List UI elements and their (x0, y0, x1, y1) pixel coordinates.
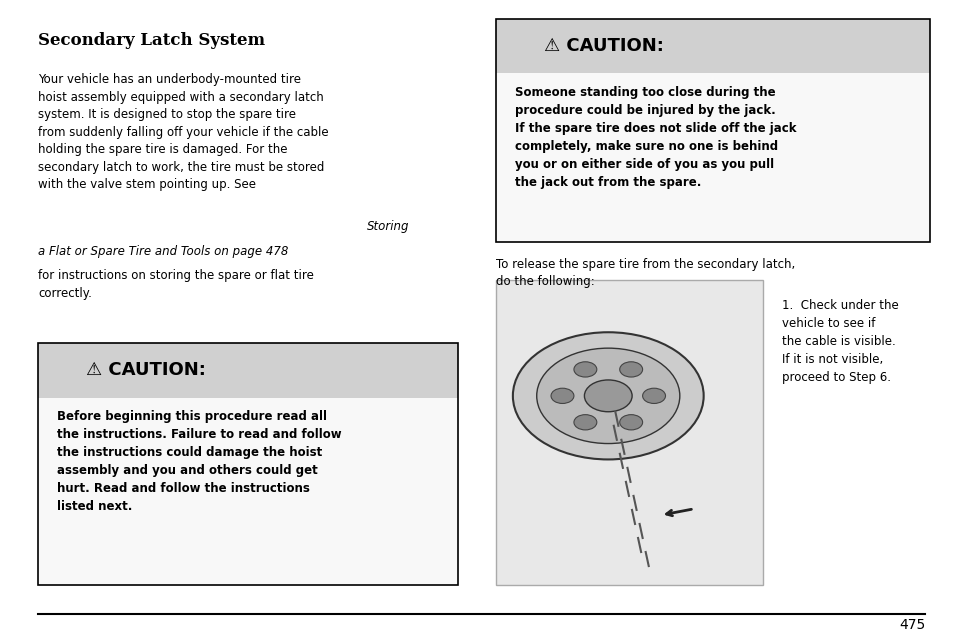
FancyBboxPatch shape (496, 73, 929, 242)
Circle shape (574, 415, 597, 430)
Text: Secondary Latch System: Secondary Latch System (38, 32, 265, 49)
Circle shape (584, 380, 632, 411)
Circle shape (537, 348, 679, 443)
FancyBboxPatch shape (38, 398, 457, 585)
Circle shape (642, 388, 665, 403)
Text: 1.  Check under the
vehicle to see if
the cable is visible.
If it is not visible: 1. Check under the vehicle to see if the… (781, 299, 898, 384)
Text: 475: 475 (898, 618, 924, 632)
Text: Storing: Storing (367, 220, 410, 233)
Text: for instructions on storing the spare or flat tire
correctly.: for instructions on storing the spare or… (38, 269, 314, 300)
FancyBboxPatch shape (496, 280, 762, 585)
Circle shape (619, 362, 642, 377)
Text: To release the spare tire from the secondary latch,
do the following:: To release the spare tire from the secon… (496, 258, 795, 288)
Circle shape (574, 362, 597, 377)
Text: ⚠ CAUTION:: ⚠ CAUTION: (543, 37, 663, 55)
Circle shape (513, 332, 703, 459)
Text: ⚠ CAUTION:: ⚠ CAUTION: (86, 361, 206, 379)
Text: Before beginning this procedure read all
the instructions. Failure to read and f: Before beginning this procedure read all… (57, 410, 341, 513)
Text: Your vehicle has an underbody-mounted tire
hoist assembly equipped with a second: Your vehicle has an underbody-mounted ti… (38, 73, 329, 191)
Circle shape (619, 415, 642, 430)
FancyBboxPatch shape (496, 19, 929, 73)
Circle shape (551, 388, 574, 403)
Text: Someone standing too close during the
procedure could be injured by the jack.
If: Someone standing too close during the pr… (515, 86, 796, 189)
Text: a Flat or Spare Tire and Tools on page 478: a Flat or Spare Tire and Tools on page 4… (38, 245, 288, 258)
FancyBboxPatch shape (38, 343, 457, 398)
